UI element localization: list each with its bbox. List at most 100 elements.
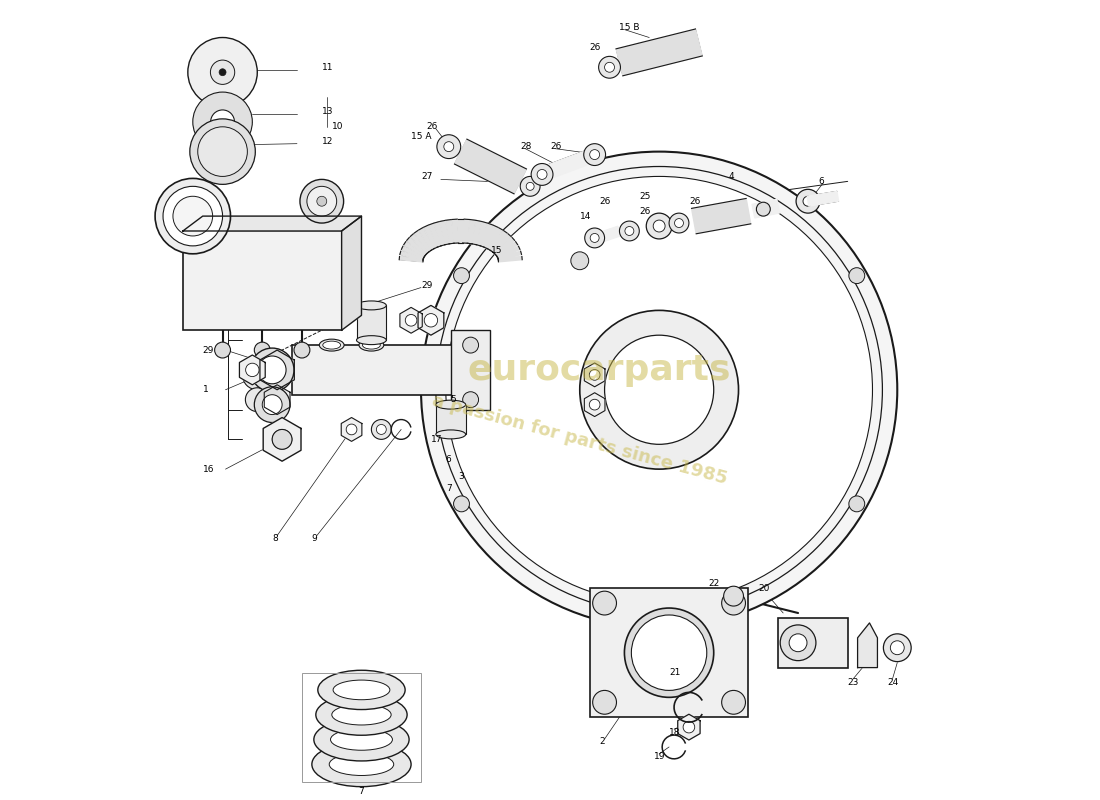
Bar [451,330,491,410]
Circle shape [619,221,639,241]
Polygon shape [446,219,454,244]
Text: 11: 11 [322,62,333,72]
Polygon shape [484,226,498,249]
Text: 8: 8 [272,534,278,543]
Circle shape [245,388,270,411]
Circle shape [254,386,290,422]
Ellipse shape [356,336,386,345]
Ellipse shape [329,753,394,775]
Circle shape [883,634,911,662]
Text: 12: 12 [322,137,333,146]
Polygon shape [454,139,527,194]
Text: a passion for parts since 1985: a passion for parts since 1985 [430,391,729,487]
Text: 22: 22 [708,578,720,588]
Circle shape [593,591,616,615]
Polygon shape [342,216,362,330]
Text: 7: 7 [359,787,364,796]
Circle shape [683,722,695,733]
Text: 4: 4 [728,172,734,181]
Polygon shape [588,226,621,246]
Ellipse shape [314,718,409,761]
Circle shape [436,166,882,613]
Circle shape [849,268,865,283]
Polygon shape [415,230,431,253]
Circle shape [463,392,478,408]
Text: 18: 18 [669,727,681,737]
Bar [356,306,386,340]
Polygon shape [490,230,507,253]
Bar [590,588,748,717]
Ellipse shape [322,341,341,349]
Text: 14: 14 [580,212,591,221]
Circle shape [300,179,343,223]
Polygon shape [498,257,522,262]
Polygon shape [404,242,426,258]
Circle shape [173,196,212,236]
Ellipse shape [359,339,384,351]
Polygon shape [419,228,435,250]
Text: 25: 25 [639,192,651,201]
Circle shape [674,218,683,227]
Circle shape [590,399,600,410]
Polygon shape [752,199,780,218]
Circle shape [372,419,392,439]
Circle shape [268,361,286,379]
Circle shape [294,342,310,358]
Polygon shape [183,216,362,231]
Text: 15: 15 [491,246,502,255]
Polygon shape [692,198,751,234]
Ellipse shape [363,341,381,349]
Circle shape [307,186,337,216]
Polygon shape [468,219,475,244]
Text: 26: 26 [426,122,438,131]
Polygon shape [458,219,463,243]
Circle shape [211,110,234,134]
Polygon shape [410,234,429,254]
Polygon shape [264,385,290,414]
Polygon shape [429,223,441,247]
Polygon shape [418,306,443,335]
Polygon shape [400,251,424,261]
Text: 26: 26 [639,206,651,216]
Polygon shape [472,221,482,245]
Circle shape [453,268,470,283]
Circle shape [251,348,294,392]
Text: 26: 26 [600,197,610,206]
Polygon shape [497,251,521,261]
Circle shape [346,424,356,435]
Polygon shape [341,418,362,442]
Text: 15 B: 15 B [619,23,640,32]
Text: 20: 20 [758,584,770,593]
Text: 6: 6 [446,454,452,464]
Circle shape [258,356,286,384]
Circle shape [585,228,605,248]
Polygon shape [807,191,838,206]
Circle shape [219,69,225,76]
Circle shape [192,92,252,152]
Ellipse shape [312,742,411,786]
Circle shape [625,608,714,698]
Circle shape [463,337,478,353]
Polygon shape [584,393,605,417]
Circle shape [890,641,904,654]
Polygon shape [487,228,503,250]
Circle shape [789,634,807,652]
Circle shape [669,213,689,233]
Circle shape [526,182,535,190]
Text: 26: 26 [590,43,601,52]
Polygon shape [434,222,446,246]
Circle shape [796,190,820,213]
Circle shape [190,119,255,184]
Circle shape [531,163,553,186]
Polygon shape [548,150,592,178]
Circle shape [205,134,241,170]
Text: 5: 5 [451,395,456,404]
Circle shape [591,234,600,242]
Ellipse shape [332,705,392,725]
Polygon shape [678,714,700,740]
Ellipse shape [319,339,344,351]
Polygon shape [263,418,301,461]
Circle shape [598,56,620,78]
Circle shape [210,60,234,84]
Text: 21: 21 [669,668,681,677]
